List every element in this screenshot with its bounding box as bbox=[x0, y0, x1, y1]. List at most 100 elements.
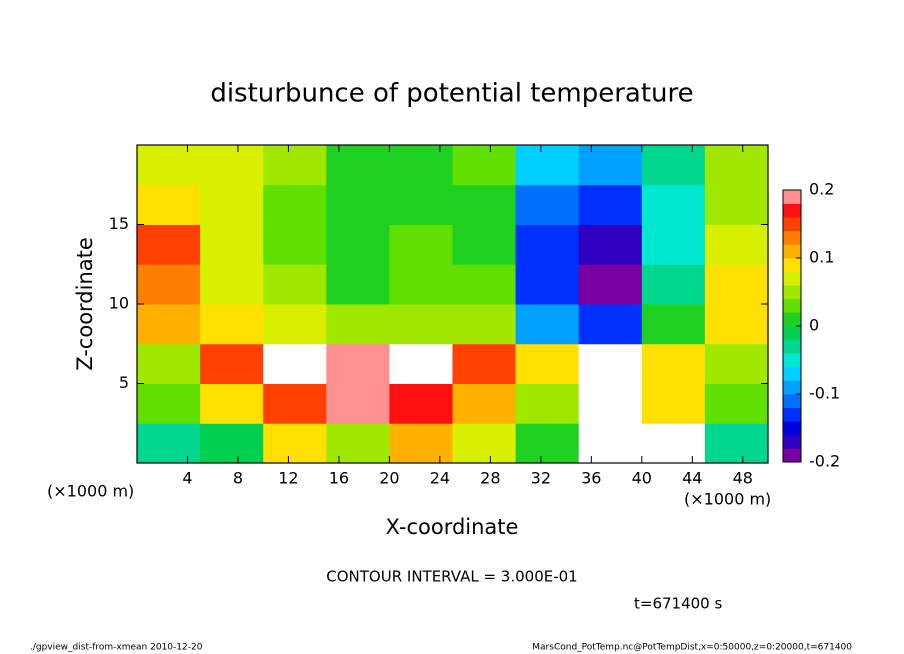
cell bbox=[389, 145, 453, 186]
cell bbox=[263, 343, 327, 384]
cell bbox=[263, 264, 327, 305]
cell bbox=[326, 264, 390, 305]
time-note: t=671400 s bbox=[634, 595, 722, 613]
colorbar-band bbox=[783, 448, 801, 463]
cell bbox=[137, 184, 201, 225]
colorbar-tick-label: -0.1 bbox=[809, 384, 840, 403]
cell bbox=[641, 224, 706, 265]
cell bbox=[137, 304, 201, 345]
cell bbox=[452, 423, 517, 464]
cell bbox=[452, 224, 517, 265]
cell bbox=[137, 383, 201, 424]
cell bbox=[263, 224, 327, 265]
footer-left: ./gpview_dist-from-xmean 2010-12-20 bbox=[30, 643, 203, 653]
cell bbox=[515, 184, 580, 225]
cell bbox=[263, 423, 327, 464]
cell bbox=[263, 184, 327, 225]
cell bbox=[200, 423, 264, 464]
cell bbox=[452, 343, 517, 384]
colorbar-band bbox=[783, 203, 801, 218]
colorbar-tick-label: 0 bbox=[809, 316, 819, 335]
cell bbox=[200, 383, 264, 424]
cell bbox=[578, 423, 643, 464]
cell bbox=[641, 184, 706, 225]
cell bbox=[263, 145, 327, 186]
colorbar-band bbox=[783, 434, 801, 449]
y-tick-label: 15 bbox=[109, 214, 129, 233]
cell bbox=[200, 264, 264, 305]
cell bbox=[641, 264, 706, 305]
chart-title: disturbunce of potential temperature bbox=[210, 79, 693, 109]
cell bbox=[704, 423, 769, 464]
cell bbox=[641, 383, 706, 424]
cell bbox=[326, 145, 390, 186]
y-tick-label: 5 bbox=[119, 373, 129, 392]
cell bbox=[641, 423, 706, 464]
field bbox=[137, 145, 769, 464]
cell bbox=[515, 145, 580, 186]
cell bbox=[263, 304, 327, 345]
cell bbox=[200, 224, 264, 265]
cell bbox=[704, 343, 769, 384]
y-tick-label: 10 bbox=[109, 294, 129, 313]
cell bbox=[515, 264, 580, 305]
cell bbox=[200, 145, 264, 186]
cell bbox=[452, 145, 517, 186]
x-tick-label: 36 bbox=[581, 469, 601, 488]
cell bbox=[200, 184, 264, 225]
cell bbox=[326, 423, 390, 464]
colorbar-band bbox=[783, 380, 801, 395]
cell bbox=[578, 224, 643, 265]
x-tick-label: 40 bbox=[632, 469, 652, 488]
y-axis-label: Z-coordinate bbox=[73, 237, 97, 371]
colorbar-band bbox=[783, 230, 801, 245]
cell bbox=[326, 184, 390, 225]
cell bbox=[137, 224, 201, 265]
axes: 4 8 12 16 20 24 28 32 36 40 44 4851015-0.2-0.100.10… bbox=[109, 144, 840, 488]
cell bbox=[515, 224, 580, 265]
cell bbox=[578, 264, 643, 305]
x-axis-label: X-coordinate bbox=[386, 515, 519, 539]
cell bbox=[515, 383, 580, 424]
colorbar-tick-label: -0.2 bbox=[809, 452, 840, 471]
colorbar-band bbox=[783, 407, 801, 422]
cell bbox=[578, 145, 643, 186]
x-tick-label: 4 bbox=[182, 469, 192, 488]
colorbar-band bbox=[783, 271, 801, 286]
cell bbox=[200, 343, 264, 384]
cell bbox=[137, 343, 201, 384]
cell bbox=[326, 304, 390, 345]
cell bbox=[578, 343, 643, 384]
colorbar-tick-label: 0.1 bbox=[809, 248, 834, 267]
cell bbox=[389, 184, 453, 225]
cell bbox=[641, 145, 706, 186]
colorbar-band bbox=[783, 326, 801, 340]
cell bbox=[515, 304, 580, 345]
cell bbox=[704, 264, 769, 305]
cell bbox=[704, 145, 769, 186]
x-unit-label: (×1000 m) bbox=[684, 490, 771, 509]
cell bbox=[452, 304, 517, 345]
colorbar-band bbox=[783, 339, 801, 354]
cell bbox=[578, 184, 643, 225]
cell bbox=[578, 383, 643, 424]
contour-note: CONTOUR INTERVAL = 3.000E-01 bbox=[326, 568, 577, 586]
x-tick-label: 44 bbox=[682, 469, 702, 488]
colorbar-band bbox=[783, 366, 801, 381]
colorbar-band bbox=[783, 312, 801, 327]
cell bbox=[200, 304, 264, 345]
cell bbox=[326, 343, 390, 384]
colorbar-band bbox=[783, 394, 801, 408]
cell bbox=[389, 304, 453, 345]
cell bbox=[515, 423, 580, 464]
cell bbox=[452, 383, 517, 424]
colorbar-band bbox=[783, 421, 801, 436]
x-tick-label: 8 bbox=[233, 469, 243, 488]
cell bbox=[137, 264, 201, 305]
colorbar-band bbox=[783, 217, 801, 232]
x-tick-label: 32 bbox=[531, 469, 551, 488]
cell bbox=[452, 184, 517, 225]
cell bbox=[704, 304, 769, 345]
cell bbox=[326, 224, 390, 265]
